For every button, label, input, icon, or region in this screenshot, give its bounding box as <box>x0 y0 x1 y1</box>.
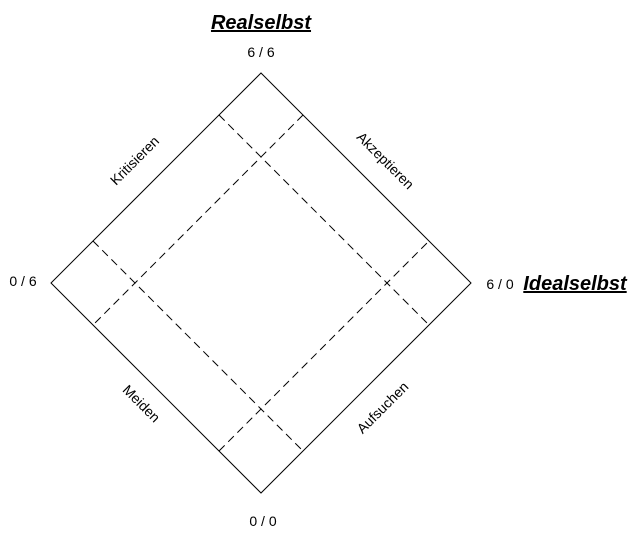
outer-diamond <box>50 72 472 494</box>
corner-label-top: 6 / 6 <box>247 44 274 60</box>
dashed-line-nw-inner <box>92 114 304 326</box>
corner-label-left: 0 / 6 <box>9 273 36 289</box>
corner-label-bottom: 0 / 0 <box>249 513 276 529</box>
title-idealselbst: Idealselbst <box>523 273 628 295</box>
side-label-aufsuchen: Aufsuchen <box>353 378 411 436</box>
side-label-akzeptieren: Akzeptieren <box>354 129 418 193</box>
corner-label-right: 6 / 0 <box>486 276 513 292</box>
side-label-meiden: Meiden <box>120 382 164 426</box>
dashed-line-sw-inner <box>218 240 430 452</box>
dashed-line-se-inner <box>92 240 304 452</box>
title-realselbst: Realselbst <box>211 12 312 34</box>
dashed-line-ne-inner <box>218 114 430 326</box>
